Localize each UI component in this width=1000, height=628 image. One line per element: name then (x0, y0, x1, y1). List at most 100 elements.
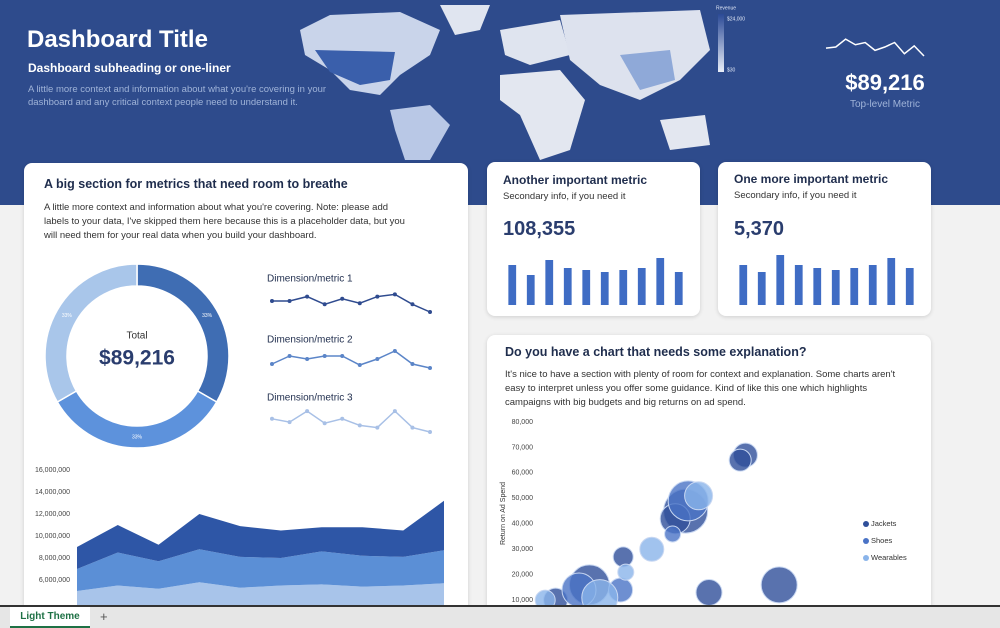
point (375, 294, 380, 299)
y-tick-label: 10,000,000 (35, 533, 70, 540)
bar (619, 270, 628, 305)
card-value: 108,355 (503, 218, 576, 240)
point (287, 299, 292, 303)
bar (776, 255, 785, 305)
point (287, 420, 292, 425)
slice-label: 33% (132, 434, 143, 440)
card-title: A big section for metrics that need room… (44, 177, 348, 191)
donut-slice (44, 263, 138, 404)
bubble (760, 566, 798, 604)
map-region (620, 50, 675, 90)
bar (674, 272, 683, 305)
sparkline-title: Dimension/metric 1 (267, 274, 353, 285)
point (322, 354, 327, 358)
legend-label: Shoes (871, 536, 893, 545)
point (322, 302, 327, 307)
point (270, 299, 274, 303)
map-region (660, 115, 710, 150)
point (322, 421, 327, 426)
donut-center-value: $89,216 (99, 347, 175, 370)
bar (868, 265, 877, 305)
slice-label: 33% (202, 313, 213, 319)
bubble (639, 536, 665, 562)
legend-gradient (718, 14, 724, 72)
legend-label: Jackets (871, 519, 897, 528)
point (357, 301, 362, 306)
card-description: It's nice to have a section with plenty … (505, 369, 896, 408)
card-subtitle: Secondary info, if you need it (503, 191, 626, 202)
point (410, 302, 415, 307)
y-tick-label: 50,000 (512, 495, 534, 502)
bubble (617, 563, 635, 581)
point (357, 423, 362, 428)
bar (794, 265, 803, 305)
bar (545, 260, 554, 305)
card-title: Do you have a chart that needs some expl… (505, 345, 807, 359)
y-tick-label: 30,000 (512, 546, 534, 553)
point (305, 409, 310, 414)
bubble (612, 546, 634, 568)
card-title: One more important metric (734, 172, 889, 186)
y-tick-label: 8,000,000 (39, 555, 70, 562)
bar (739, 265, 748, 305)
point (270, 416, 274, 421)
dashboard-title: Dashboard Title (27, 26, 208, 53)
top-metric-label: Top-level Metric (849, 99, 921, 110)
point (428, 366, 432, 370)
bar (600, 272, 609, 305)
card (718, 162, 931, 316)
bar (905, 268, 914, 305)
point (305, 294, 310, 299)
card-subtitle: Secondary info, if you need it (734, 190, 857, 201)
map-region (500, 20, 570, 65)
map-region (390, 105, 450, 160)
sparkline (271, 350, 431, 369)
sparkline-title: Dimension/metric 3 (267, 393, 353, 404)
sparkline (271, 410, 431, 433)
bubble (728, 448, 752, 472)
point (392, 349, 397, 353)
y-tick-label: 40,000 (512, 521, 534, 528)
donut-slice (136, 263, 230, 404)
legend-title: Revenue (716, 5, 736, 11)
card (487, 335, 931, 625)
point (357, 363, 362, 367)
map-region (500, 70, 585, 160)
top-metric-value: $89,216 (845, 70, 925, 95)
sparkline (272, 293, 431, 313)
slice-label: 33% (62, 313, 73, 319)
sparkline-title: Dimension/metric 2 (267, 335, 353, 346)
bar (887, 258, 896, 305)
bar (813, 268, 822, 305)
bar (757, 272, 766, 305)
area (77, 549, 444, 591)
point (340, 416, 345, 421)
card-value: 5,370 (734, 218, 785, 240)
sheet-tab[interactable]: Light Theme (10, 607, 90, 628)
point (375, 357, 380, 361)
sheet-bar: Light Theme + (0, 605, 1000, 628)
y-tick-label: 6,000,000 (39, 577, 70, 584)
bar (526, 275, 535, 305)
y-tick-label: 20,000 (512, 572, 534, 579)
bar (563, 268, 572, 305)
sparkline (825, 38, 925, 57)
y-tick-label: 80,000 (512, 419, 534, 426)
point (428, 430, 432, 434)
bubble (664, 525, 682, 543)
y-tick-label: 60,000 (512, 470, 534, 477)
add-sheet[interactable]: + (100, 609, 108, 624)
bubble (684, 481, 714, 511)
legend-max: $24,000 (727, 16, 745, 22)
bar (637, 268, 646, 305)
map-region (315, 50, 395, 85)
y-tick-label: 12,000,000 (35, 511, 70, 518)
card-title: Another important metric (503, 173, 648, 187)
point (287, 354, 292, 358)
y-tick-label: 16,000,000 (35, 467, 70, 474)
point (410, 425, 415, 430)
point (340, 296, 345, 301)
bar (582, 270, 591, 305)
